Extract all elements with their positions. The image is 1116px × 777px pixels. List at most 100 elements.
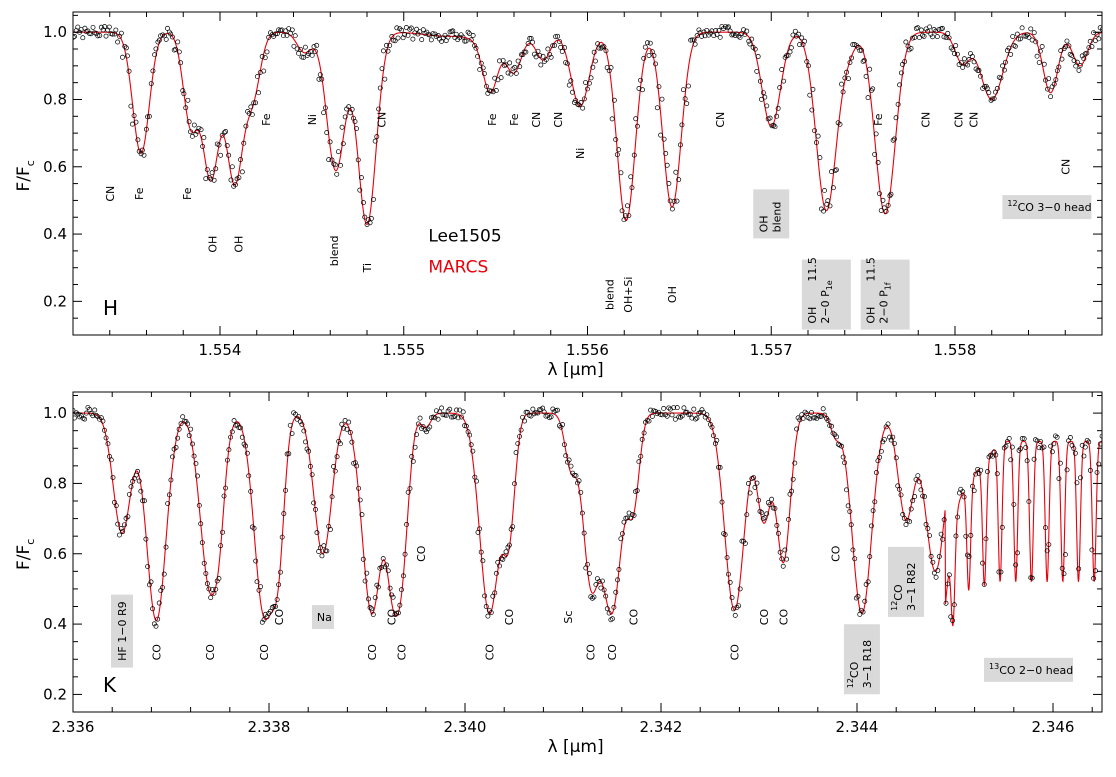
observed-point: [256, 90, 262, 96]
observed-point: [581, 530, 587, 536]
label-line: 11.5: [806, 257, 819, 282]
observed-point: [1034, 53, 1040, 59]
observed-point: [812, 128, 818, 134]
observed-point: [249, 112, 255, 118]
observed-point: [163, 544, 169, 550]
line-label: CO: [584, 644, 597, 661]
observed-point: [214, 578, 220, 584]
observed-point: [1045, 86, 1051, 92]
observed-point: [649, 413, 655, 419]
observed-point: [912, 494, 918, 499]
observed-point: [460, 409, 466, 415]
observed-point: [902, 59, 908, 65]
observed-point: [566, 82, 572, 88]
observed-point: [642, 44, 648, 50]
observed-point: [1026, 35, 1032, 41]
observed-point: [952, 51, 958, 57]
observed-point: [1054, 434, 1060, 440]
observed-point: [1009, 444, 1015, 450]
observed-point: [953, 533, 959, 539]
observed-point: [747, 41, 753, 47]
observed-point: [352, 460, 358, 466]
x-axis-unit: [μm]: [563, 737, 604, 757]
observed-point: [606, 610, 612, 616]
observed-point: [334, 171, 340, 177]
observed-point: [980, 560, 986, 566]
observed-point: [641, 430, 647, 436]
observed-point: [163, 36, 169, 42]
observed-point: [455, 415, 461, 421]
observed-point: [755, 54, 761, 59]
observed-point: [169, 34, 175, 40]
observed-point: [523, 49, 529, 55]
observed-point: [1008, 457, 1014, 463]
observed-point: [844, 487, 849, 493]
label-text: 12CO3−1 R82: [890, 563, 918, 611]
observed-point: [400, 573, 406, 579]
observed-point: [377, 85, 383, 91]
line-label: Fe: [508, 113, 521, 126]
label-box: [1002, 195, 1092, 220]
observed-point: [860, 609, 866, 615]
observed-point: [839, 81, 845, 87]
observed-point: [203, 571, 209, 576]
observed-point: [664, 413, 670, 419]
label-superscript: 12: [890, 601, 899, 611]
observed-point: [862, 598, 868, 604]
label-subscript: 1f: [884, 282, 893, 290]
observed-point: [126, 68, 132, 74]
observed-point: [339, 421, 345, 427]
label-line: 12CO: [890, 584, 905, 611]
observed-point: [141, 498, 147, 504]
label-box: [843, 624, 880, 695]
observed-point: [530, 39, 536, 45]
observed-point: [777, 549, 783, 555]
observed-point: [870, 508, 876, 514]
observed-point: [555, 407, 560, 413]
observed-point: [788, 45, 794, 51]
observed-point: [890, 434, 896, 440]
observed-point: [188, 426, 194, 432]
observed-point: [287, 422, 293, 428]
observed-point: [337, 441, 343, 447]
observed-point: [809, 410, 814, 415]
observed-point: [913, 477, 919, 482]
observed-point: [329, 494, 335, 500]
observed-point: [991, 96, 997, 102]
observed-point: [867, 554, 873, 560]
observed-point: [1024, 458, 1030, 464]
observed-points: [73, 24, 1102, 227]
observed-point: [604, 606, 610, 612]
observed-point: [669, 206, 675, 212]
observed-point: [311, 44, 317, 50]
observed-point: [921, 33, 927, 39]
observed-point: [332, 162, 338, 168]
observed-point: [1082, 444, 1088, 450]
observed-point: [474, 478, 479, 484]
observed-point: [797, 42, 803, 48]
label-line: blend: [770, 202, 783, 233]
label-text: 13CO 2−0 head: [989, 662, 1073, 677]
observed-point: [387, 42, 393, 48]
observed-point: [603, 593, 609, 599]
line-label: CO: [395, 644, 408, 661]
observed-point: [903, 522, 909, 528]
observed-point: [973, 471, 979, 477]
observed-point: [998, 75, 1004, 81]
observed-point: [271, 604, 277, 609]
observed-point: [684, 101, 690, 106]
observed-point: [920, 493, 926, 499]
observed-point: [963, 533, 969, 539]
observed-point: [395, 610, 401, 616]
observed-point: [819, 413, 825, 419]
observed-point: [490, 89, 496, 95]
observed-point: [289, 431, 295, 436]
observed-point: [226, 152, 232, 158]
observed-point: [855, 593, 861, 599]
observed-point: [1096, 36, 1102, 42]
observed-point: [687, 411, 693, 417]
observed-point: [833, 167, 839, 173]
observed-point: [437, 409, 443, 415]
observed-point: [802, 38, 808, 44]
observed-point: [313, 507, 318, 512]
